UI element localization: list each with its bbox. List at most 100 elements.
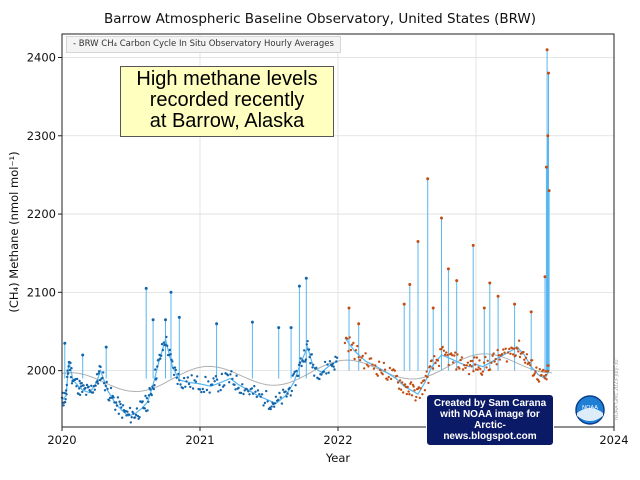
data-point (512, 347, 516, 350)
spike-point (545, 48, 549, 52)
data-point (488, 368, 492, 371)
data-point (198, 388, 202, 391)
data-point (497, 354, 500, 357)
spike-point (546, 134, 550, 138)
data-point (482, 361, 486, 364)
data-point (108, 396, 112, 400)
data-point (402, 391, 405, 394)
credit-box: Created by Sam Carana with NOAA image fo… (426, 394, 554, 446)
data-point (352, 341, 355, 345)
data-point (171, 360, 174, 363)
data-point (353, 357, 356, 361)
data-point (166, 344, 169, 347)
trend-curve (61, 353, 552, 393)
data-point (363, 367, 366, 370)
data-point (155, 377, 158, 380)
data-point (311, 366, 314, 369)
credit-line-1: Created by Sam Carana (433, 398, 547, 409)
data-point (173, 366, 177, 369)
spike-point (529, 310, 533, 314)
data-point (486, 359, 489, 362)
data-point (273, 402, 277, 405)
data-point (308, 355, 311, 359)
data-point (388, 366, 392, 370)
data-point (204, 375, 207, 379)
data-point (318, 377, 321, 381)
data-point (453, 354, 456, 357)
data-point (274, 395, 278, 398)
data-point (118, 400, 121, 403)
spike-point (426, 177, 430, 181)
spike-point (440, 216, 443, 220)
data-point (102, 371, 105, 374)
data-point (64, 389, 68, 392)
data-point (156, 365, 159, 368)
data-point (522, 350, 525, 354)
data-point (120, 406, 123, 409)
data-point (461, 368, 465, 371)
data-point (475, 356, 479, 359)
x-tick-label: 2024 (599, 433, 628, 447)
data-point (393, 369, 396, 372)
data-point (464, 366, 467, 370)
data-point (420, 381, 423, 384)
data-point (454, 351, 457, 354)
data-point (262, 404, 265, 407)
data-point (348, 336, 351, 339)
legend: - BRW CH₄ Carbon Cycle In Situ Observato… (66, 36, 341, 53)
data-point (194, 380, 198, 383)
spike-layer (64, 49, 550, 379)
data-point (408, 393, 411, 396)
data-point (535, 366, 538, 369)
data-point (441, 345, 444, 349)
data-point (62, 404, 65, 407)
data-point (477, 366, 480, 369)
data-point (97, 370, 101, 373)
data-point (109, 386, 113, 390)
data-point (63, 400, 67, 404)
data-point (285, 395, 288, 398)
data-point (323, 360, 327, 364)
data-point (147, 394, 151, 397)
data-point (364, 352, 367, 355)
data-point (69, 376, 73, 379)
data-point (443, 353, 447, 356)
data-point (96, 379, 99, 383)
data-point (116, 396, 120, 399)
data-point (304, 358, 308, 361)
data-point (213, 380, 216, 383)
data-point (537, 380, 541, 383)
data-point (152, 387, 155, 391)
data-point (277, 398, 280, 401)
data-point (369, 357, 373, 360)
data-point (361, 354, 364, 358)
data-point (326, 363, 329, 366)
data-point (78, 393, 82, 397)
data-point (160, 354, 163, 357)
data-point (343, 341, 347, 345)
data-point (479, 367, 482, 371)
data-point (191, 387, 195, 390)
data-point (63, 391, 66, 395)
data-point (546, 369, 550, 373)
data-point (511, 347, 514, 350)
data-point (115, 401, 118, 404)
data-point (128, 406, 132, 410)
annotation-line-1: High methane levels (136, 68, 318, 90)
data-point (307, 348, 311, 351)
data-point (472, 370, 475, 373)
data-point (235, 374, 238, 377)
spike-point (455, 279, 459, 283)
data-point (398, 379, 402, 382)
data-point (247, 390, 250, 393)
data-point (75, 385, 78, 388)
data-point (104, 384, 108, 388)
data-point (503, 351, 506, 354)
data-point (451, 354, 454, 357)
data-point (117, 412, 121, 415)
data-point (401, 381, 404, 384)
data-point (159, 357, 162, 360)
data-point (220, 372, 224, 376)
data-point (211, 383, 214, 386)
data-point (381, 373, 384, 376)
